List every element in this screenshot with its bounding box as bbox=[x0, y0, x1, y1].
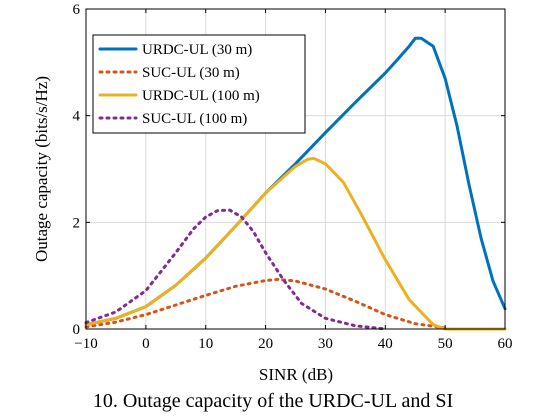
x-tick-label: 40 bbox=[378, 336, 393, 352]
legend: URDC-UL (30 m) SUC-UL (30 m) URDC-UL (100 … bbox=[92, 34, 306, 134]
series-lines bbox=[84, 36, 507, 331]
y-tick-label: 6 bbox=[73, 2, 81, 18]
legend-entry-label: URDC-UL (100 m) bbox=[142, 88, 260, 104]
x-tick-label: 0 bbox=[142, 336, 150, 352]
series-line-urdc-ul-100-m bbox=[84, 156, 507, 331]
legend-entry-label: SUC-UL (100 m) bbox=[142, 111, 247, 127]
x-tick-label: 60 bbox=[498, 336, 513, 352]
figure-caption: 10. Outage capacity of the URDC-UL and S… bbox=[92, 390, 454, 412]
legend-entry-label: URDC-UL (30 m) bbox=[142, 42, 252, 58]
y-axis-label: Outage capacity (bits/s/Hz) bbox=[32, 76, 51, 262]
y-tick-label: 4 bbox=[73, 109, 81, 125]
x-tick-label: −10 bbox=[74, 336, 97, 352]
legend-entry-label: SUC-UL (30 m) bbox=[142, 65, 240, 81]
x-tick-label: 30 bbox=[318, 336, 333, 352]
series-line-suc-ul-100-m bbox=[84, 208, 387, 331]
x-tick-label: 20 bbox=[258, 336, 273, 352]
y-tick-label: 0 bbox=[73, 322, 81, 338]
x-axis-label: SINR (dB) bbox=[259, 365, 333, 384]
y-tick-label: 2 bbox=[73, 215, 81, 231]
series-line-suc-ul-30-m bbox=[84, 277, 447, 330]
x-tick-label: 50 bbox=[438, 336, 453, 352]
plot-frame bbox=[85, 8, 506, 330]
x-tick-label: 10 bbox=[198, 336, 213, 352]
